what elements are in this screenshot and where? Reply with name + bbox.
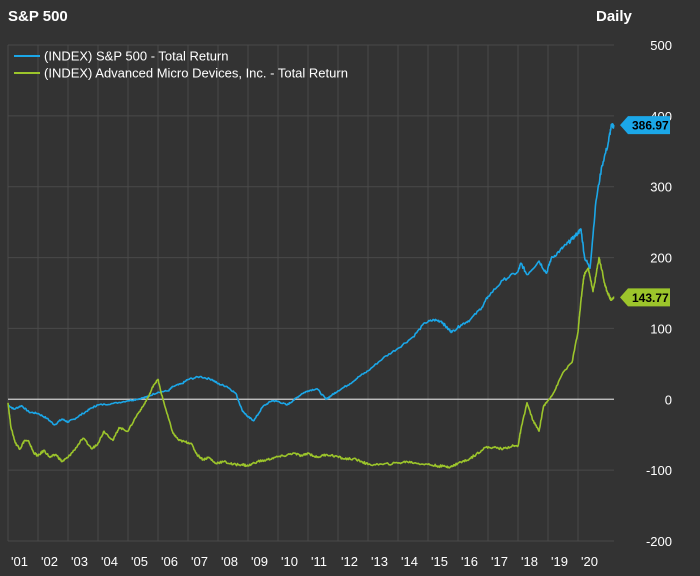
x-tick-label: '10 [281,554,298,569]
y-tick-label: 0 [665,392,672,407]
x-tick-label: '06 [161,554,178,569]
x-tick-label: '04 [101,554,118,569]
x-tick-label: '15 [431,554,448,569]
x-tick-label: '12 [341,554,358,569]
x-tick-label: '19 [551,554,568,569]
x-axis-ticks: '01 '02 '03 '04 '05 '06 '07 '08 '09 '10 '11 '12 '13 '… [11,554,598,569]
x-tick-label: '01 [11,554,28,569]
x-tick-label: '09 [251,554,268,569]
y-tick-label: 100 [650,321,672,336]
x-tick-label: '18 [521,554,538,569]
last-value-label: 143.77 [632,291,669,305]
last-value-label: 386.97 [632,119,669,133]
x-tick-label: '13 [371,554,388,569]
legend-label: (INDEX) Advanced Micro Devices, Inc. - T… [44,66,348,81]
y-tick-label: 500 [650,38,672,53]
legend: (INDEX) S&P 500 - Total Return (INDEX) Ad… [14,49,348,81]
y-tick-label: -100 [646,463,672,478]
x-tick-label: '11 [311,554,327,569]
y-axis-ticks: 5004003002001000-100-200 [646,38,672,549]
y-tick-label: 300 [650,180,672,195]
last-value-badges: 386.97 143.77 [620,116,670,307]
x-tick-label: '05 [131,554,148,569]
y-tick-label: 200 [650,251,672,266]
y-tick-label: -200 [646,534,672,549]
x-tick-label: '20 [581,554,598,569]
x-tick-label: '07 [191,554,208,569]
x-tick-label: '08 [221,554,238,569]
series-line [7,123,615,426]
x-tick-label: '03 [71,554,88,569]
x-tick-label: '17 [491,554,508,569]
last-value-badge [620,288,670,307]
x-tick-label: '14 [401,554,418,569]
period-label: Daily [596,8,632,25]
last-value-badge [620,116,670,135]
x-tick-label: '02 [41,554,58,569]
series-line [7,256,615,469]
grid-lines [7,44,614,542]
x-tick-label: '16 [461,554,478,569]
chart-title: S&P 500 [8,8,68,25]
legend-label: (INDEX) S&P 500 - Total Return [44,49,229,64]
series-lines [7,123,615,469]
